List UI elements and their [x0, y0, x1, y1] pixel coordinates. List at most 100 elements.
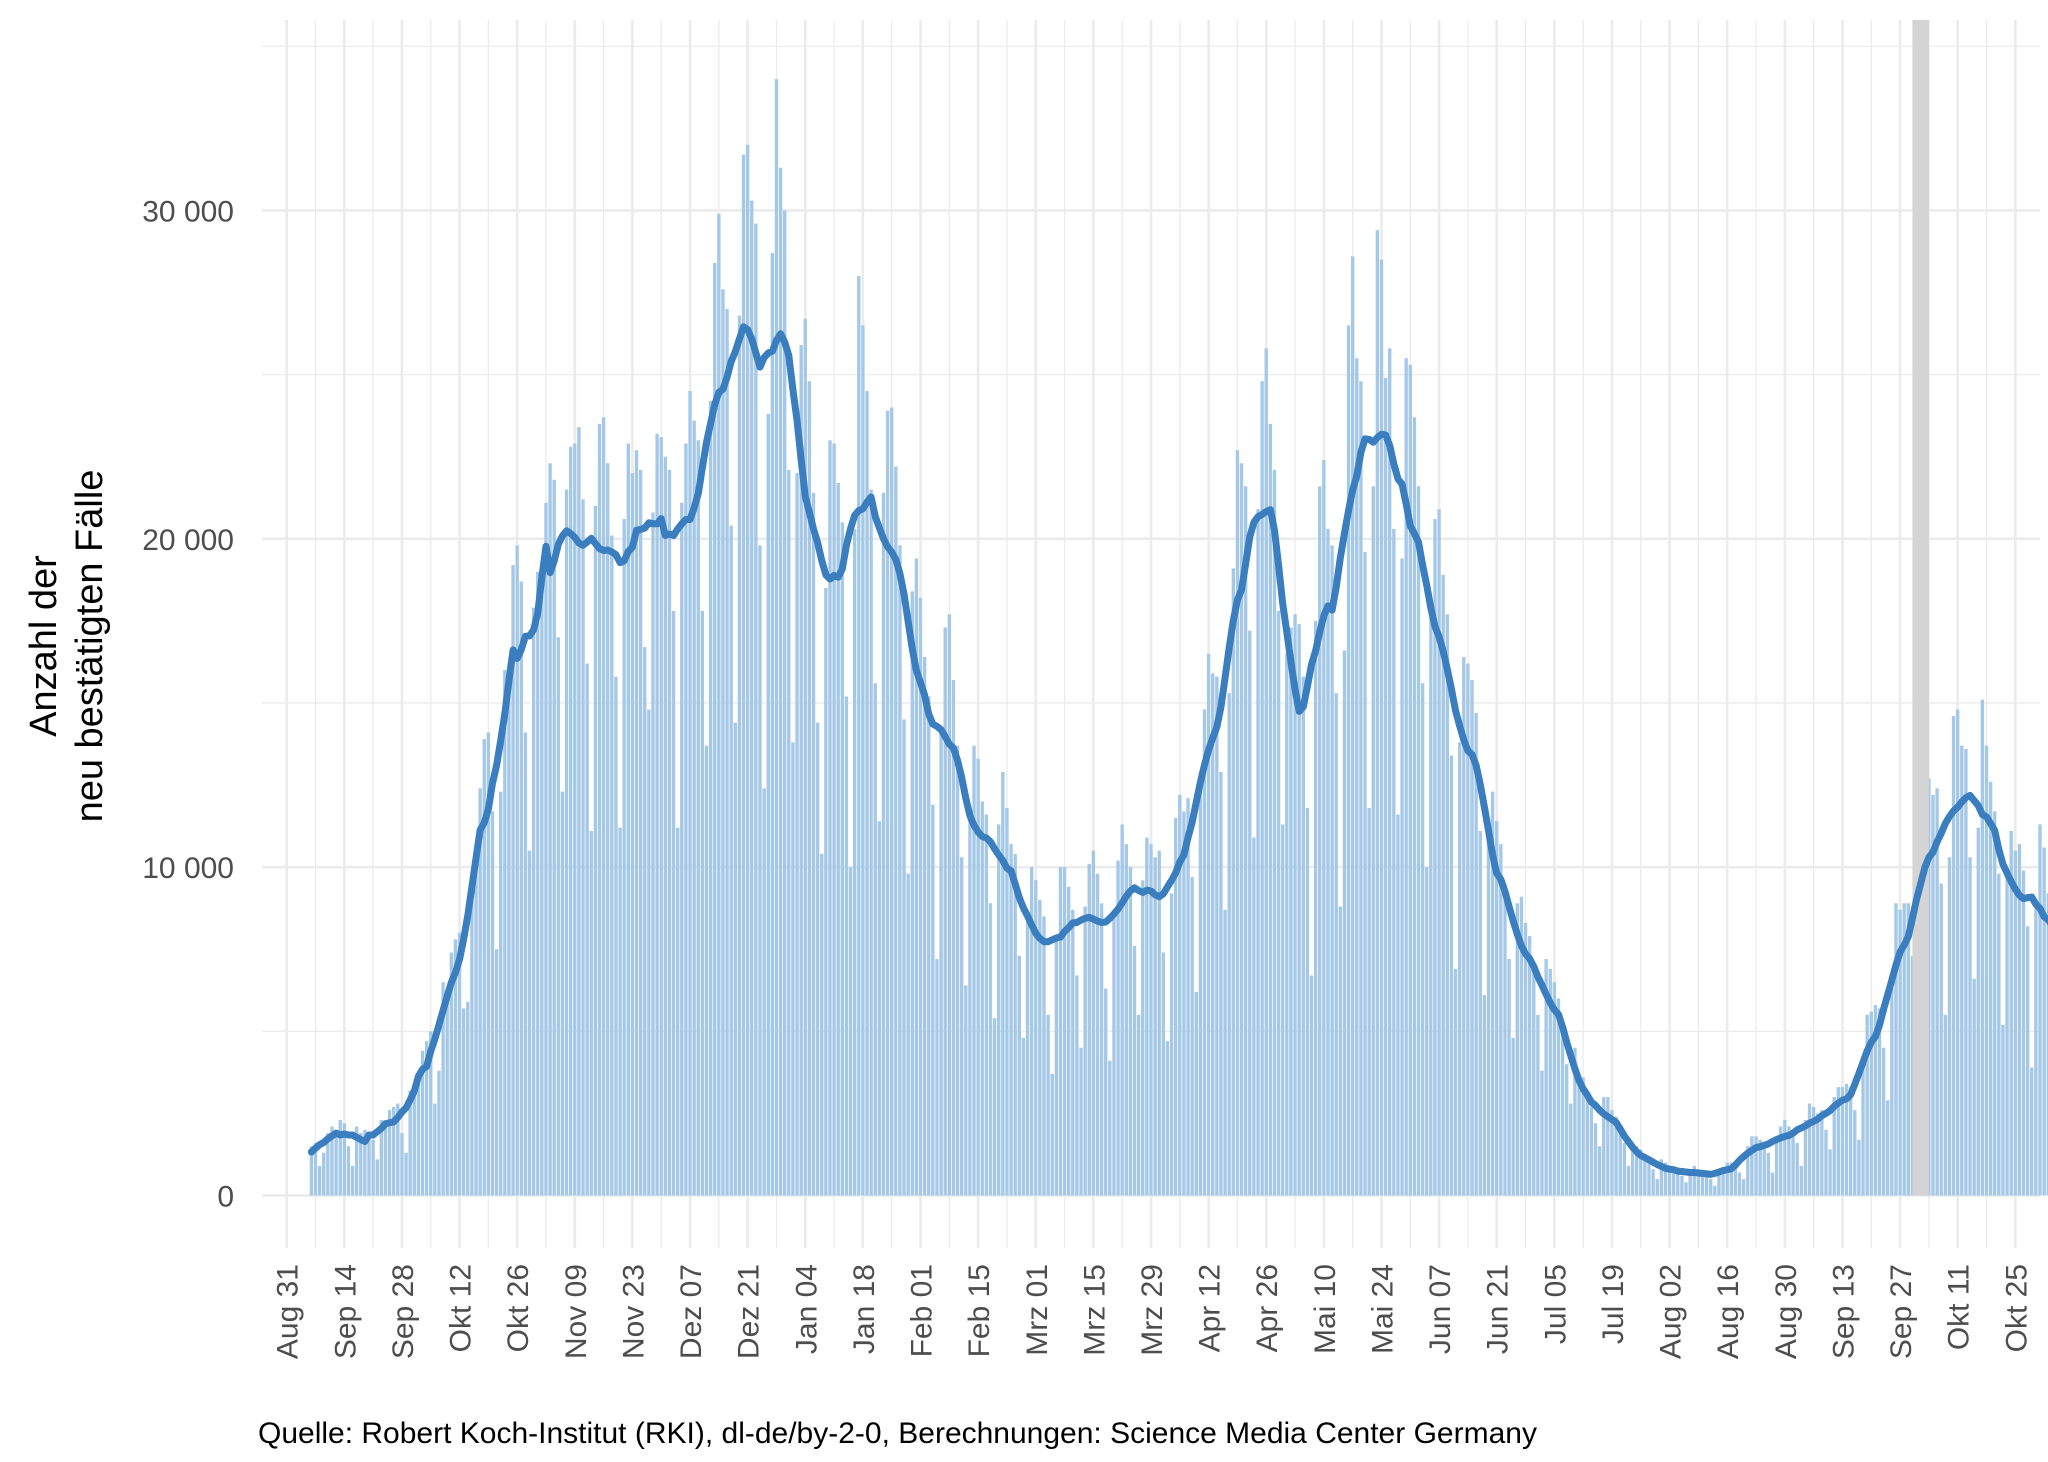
daily-case-bar — [1383, 377, 1388, 1196]
daily-case-bar — [375, 1159, 379, 1196]
daily-case-bar — [1795, 1142, 1799, 1196]
daily-case-bar — [1486, 817, 1491, 1196]
daily-case-bar — [1667, 1165, 1672, 1196]
x-axis-tick-labels: Aug 31 Sep 14 Sep 28 Okt 12 Okt 26 Nov 09 Nov … — [272, 1264, 2034, 1359]
daily-case-bar — [548, 463, 552, 1196]
daily-case-bar — [1420, 683, 1425, 1196]
daily-case-bar — [1495, 821, 1499, 1196]
daily-case-bar — [922, 656, 927, 1196]
daily-case-bar — [1194, 991, 1198, 1196]
daily-case-bar — [1297, 624, 1301, 1196]
daily-case-bar — [1416, 486, 1421, 1196]
daily-case-bar — [671, 611, 676, 1196]
daily-case-bar — [968, 814, 972, 1196]
daily-case-bar — [1437, 509, 1441, 1196]
daily-case-bar — [1425, 867, 1429, 1196]
daily-case-bar — [848, 867, 853, 1196]
x-tick-label: Apr 12 — [1194, 1264, 1227, 1352]
daily-case-bar — [959, 857, 964, 1196]
daily-case-bar — [750, 200, 754, 1196]
daily-case-bar — [1824, 1129, 1828, 1196]
daily-case-bar — [1877, 1008, 1882, 1196]
daily-case-bar — [1655, 1179, 1659, 1196]
x-tick-label: Jul 05 — [1539, 1264, 1572, 1344]
x-tick-label: Jan 18 — [848, 1264, 881, 1354]
daily-case-bar — [1709, 1179, 1713, 1196]
x-tick-label: Okt 12 — [445, 1264, 478, 1352]
daily-case-bar — [1980, 699, 1985, 1196]
x-tick-label: Nov 09 — [560, 1264, 593, 1359]
daily-case-bar — [1581, 1077, 1585, 1196]
daily-case-bar — [1869, 1011, 1873, 1196]
daily-case-bar — [1009, 844, 1013, 1196]
daily-case-bar — [1618, 1126, 1622, 1196]
x-tick-label: Sep 28 — [387, 1264, 420, 1359]
daily-case-bar — [770, 253, 775, 1196]
daily-case-bar — [1087, 863, 1091, 1196]
daily-case-bar — [832, 443, 836, 1196]
daily-case-bar — [429, 1031, 433, 1196]
daily-case-bar — [1038, 899, 1042, 1196]
x-tick-label: Okt 25 — [2000, 1264, 2033, 1352]
x-tick-label: Sep 27 — [1885, 1264, 1918, 1359]
daily-case-bar — [1182, 811, 1186, 1196]
daily-case-bar — [947, 614, 952, 1196]
daily-case-bar — [412, 1087, 416, 1196]
daily-case-bar — [1330, 545, 1334, 1196]
daily-case-bar — [976, 758, 980, 1196]
x-tick-label: Feb 15 — [963, 1264, 996, 1357]
daily-case-bar — [1050, 1073, 1054, 1196]
daily-case-bar — [585, 663, 589, 1196]
daily-case-bar — [564, 489, 569, 1196]
daily-case-bar — [741, 154, 746, 1196]
daily-case-bar — [1474, 712, 1478, 1196]
daily-case-bar — [1021, 1037, 1026, 1196]
daily-case-bar — [634, 450, 639, 1196]
daily-case-bar — [1161, 952, 1166, 1196]
daily-case-bar — [861, 325, 865, 1196]
seven-day-average-line — [307, 323, 2048, 1178]
daily-case-bar — [1338, 906, 1343, 1196]
daily-case-bar — [1663, 1162, 1668, 1196]
daily-case-bar — [1610, 1110, 1614, 1196]
x-tick-label: Apr 26 — [1251, 1264, 1284, 1352]
daily-case-bar — [898, 545, 902, 1196]
daily-case-bar — [992, 1018, 997, 1196]
x-tick-label: Aug 30 — [1770, 1264, 1803, 1359]
daily-case-bar — [1803, 1119, 1808, 1196]
daily-case-bar — [1943, 1014, 1948, 1196]
daily-case-bar — [1787, 1126, 1791, 1196]
daily-case-bar — [935, 959, 939, 1196]
daily-case-bar — [1211, 673, 1215, 1196]
daily-case-bar — [980, 801, 984, 1196]
daily-case-bar — [1741, 1179, 1746, 1196]
daily-case-bar — [1931, 794, 1935, 1196]
daily-case-bar — [1499, 844, 1503, 1196]
daily-case-bar — [1005, 808, 1009, 1196]
daily-case-bar — [1355, 358, 1359, 1196]
daily-case-bar — [1700, 1172, 1705, 1196]
daily-case-bar — [820, 853, 824, 1196]
daily-case-bar — [1774, 1136, 1779, 1196]
daily-case-bar — [984, 814, 989, 1196]
daily-case-bar — [1441, 574, 1445, 1196]
daily-case-bar — [2005, 876, 2009, 1196]
daily-case-bar — [828, 440, 832, 1196]
daily-case-bar — [1124, 844, 1128, 1196]
daily-case-bar — [1404, 358, 1408, 1196]
daily-case-bar — [1676, 1172, 1680, 1196]
daily-case-bar — [1511, 1037, 1515, 1196]
daily-case-bar — [1964, 748, 1968, 1196]
daily-case-bar — [1828, 1149, 1832, 1196]
daily-case-bar — [1202, 709, 1207, 1196]
daily-case-bar — [1206, 653, 1211, 1196]
daily-case-bar — [729, 525, 733, 1196]
daily-case-bar — [552, 479, 556, 1196]
daily-case-bar — [840, 522, 845, 1196]
daily-case-bar — [1289, 627, 1293, 1196]
daily-case-bar — [1054, 939, 1059, 1196]
daily-case-bar — [474, 850, 478, 1196]
daily-case-bar — [1532, 965, 1536, 1196]
daily-case-bar — [1548, 968, 1552, 1196]
daily-case-bar — [1894, 903, 1898, 1196]
